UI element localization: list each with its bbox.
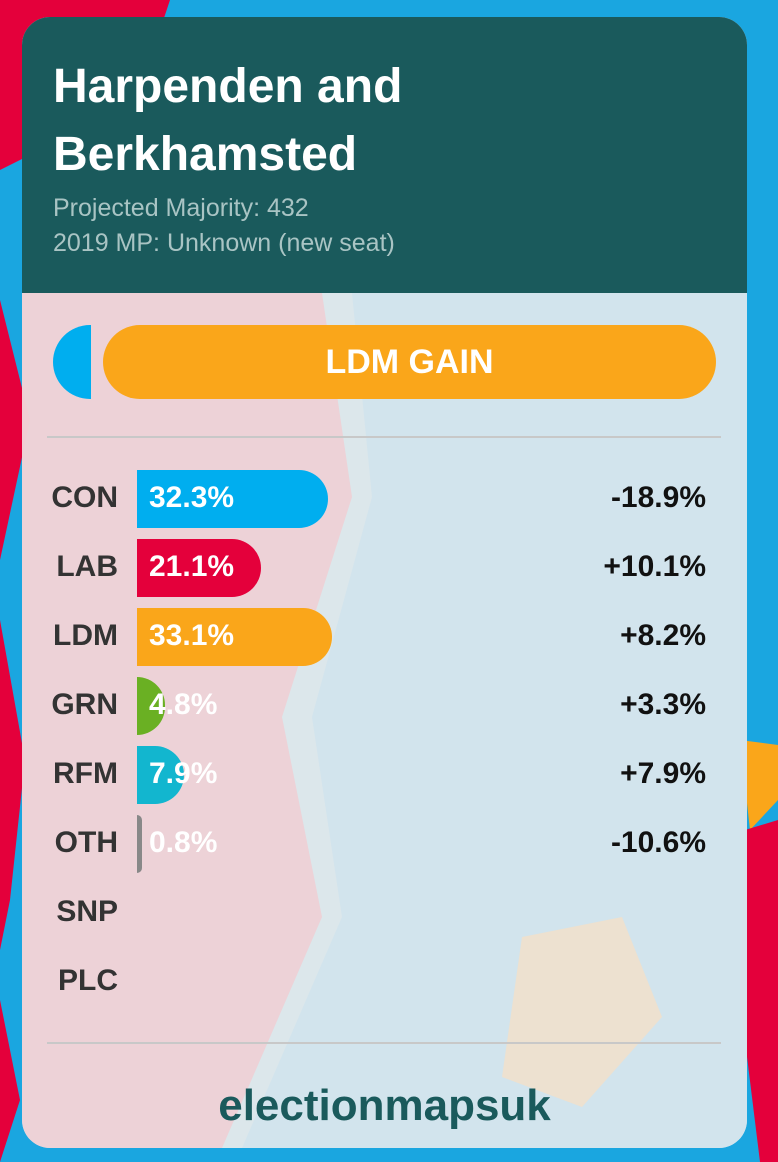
change-label: -10.6%	[610, 826, 706, 859]
change-label: -18.9%	[610, 481, 706, 514]
party-label: PLC	[58, 964, 118, 997]
party-label: SNP	[56, 895, 118, 928]
change-label: +7.9%	[620, 757, 706, 790]
footer: electionmapsuk	[218, 1081, 551, 1130]
subtitle: 2019 MP: Unknown (new seat)	[53, 229, 395, 257]
change-label: +8.2%	[620, 619, 706, 652]
change-label: +10.1%	[603, 550, 706, 583]
bar	[137, 815, 142, 873]
party-label: OTH	[54, 826, 118, 859]
bar	[137, 746, 184, 804]
change-label: +3.3%	[620, 688, 706, 721]
party-label: LDM	[53, 619, 118, 652]
value-label: 32.3%	[149, 481, 235, 514]
bar	[137, 608, 333, 666]
title: Harpenden and Berkhamsted	[53, 60, 403, 181]
subtitle: Projected Majority: 432	[53, 194, 309, 222]
value-label: 7.9%	[149, 757, 218, 790]
value-label: 4.8%	[149, 688, 218, 721]
value-label: 21.1%	[149, 550, 235, 583]
header	[22, 17, 747, 293]
value-label: 0.8%	[149, 826, 218, 859]
party-label: GRN	[51, 688, 118, 721]
party-label: RFM	[53, 757, 118, 790]
party-label: CON	[51, 481, 118, 514]
result-banner: LDM GAIN	[103, 325, 716, 399]
party-label: LAB	[56, 550, 118, 583]
bar	[137, 539, 262, 597]
bar	[137, 470, 328, 528]
card: Harpenden and Berkhamsted Projected Majo…	[22, 17, 747, 1148]
value-label: 33.1%	[149, 619, 235, 652]
